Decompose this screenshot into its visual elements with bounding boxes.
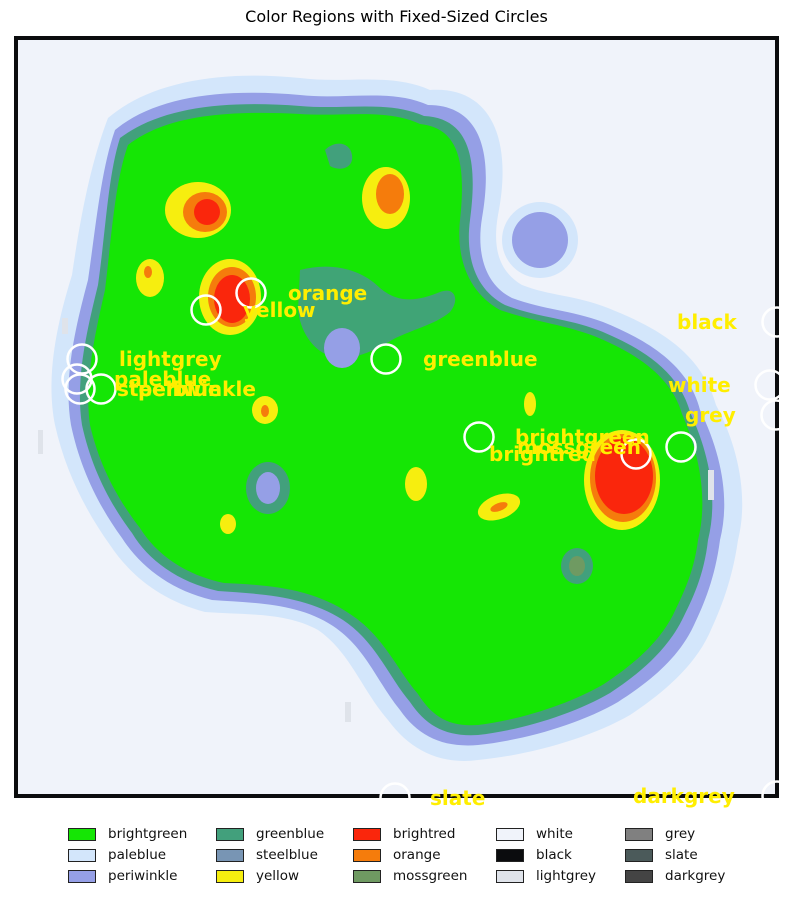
label-slate: slate [430, 786, 485, 810]
legend-item: orange [353, 847, 496, 863]
legend-swatch [68, 827, 96, 841]
marker-circle-brightred [620, 438, 652, 470]
greenblue-spot [325, 143, 353, 169]
legend-swatch [625, 827, 653, 841]
label-brightgreen: brightgreen [515, 425, 650, 449]
yellow-spot-g [405, 467, 427, 501]
legend-item: white [496, 826, 625, 842]
label-periwinkle: periwinkle [138, 377, 256, 401]
label-lightgrey: lightgrey [119, 347, 222, 371]
legend-label: greenblue [256, 826, 325, 842]
legend-label: orange [393, 847, 441, 863]
legend-label: yellow [256, 868, 300, 884]
orange-spot-c [144, 266, 152, 278]
brightred-spot-d [214, 275, 250, 323]
label-greenblue: greenblue [423, 347, 538, 371]
legend-item: yellow [216, 868, 353, 884]
label-grey: grey [685, 403, 736, 427]
legend: brightgreen greenblue brightred white gr… [68, 826, 748, 884]
legend-swatch [496, 848, 524, 862]
legend-item: lightgrey [496, 868, 625, 884]
marker-circle-grey [760, 399, 792, 431]
lightgrey-speck [345, 702, 351, 722]
yellow-spot-c [136, 259, 164, 297]
lightgrey-speck [708, 470, 714, 500]
legend-item: brightgreen [68, 826, 216, 842]
label-orange: orange [288, 281, 367, 305]
label-black: black [677, 310, 738, 334]
chart-title: Color Regions with Fixed-Sized Circles [245, 7, 548, 26]
legend-item: steelblue [216, 847, 353, 863]
legend-label: grey [665, 826, 696, 842]
legend-swatch [625, 869, 653, 883]
marker-circle-darkgrey [761, 780, 793, 812]
legend-item: grey [625, 826, 745, 842]
orange-spot-b [376, 174, 404, 214]
legend-label: mossgreen [393, 868, 468, 884]
label-yellow: yellow [243, 298, 316, 322]
yellow-spot-f [524, 392, 536, 416]
mossgreen-pool [569, 556, 585, 576]
legend-label: slate [665, 847, 698, 863]
label-mossgreen: mossgreen [517, 435, 641, 459]
marker-circle-black [761, 306, 793, 338]
lightgrey-speck [38, 430, 43, 454]
legend-swatch [496, 827, 524, 841]
marker-circle-steelblue [64, 373, 96, 405]
legend-label: darkgrey [665, 868, 726, 884]
legend-item: greenblue [216, 826, 353, 842]
label-brightred: brightred [489, 442, 596, 466]
orange-spot-e [261, 405, 269, 417]
periwinkle-lake [324, 328, 360, 368]
legend-item: mossgreen [353, 868, 496, 884]
marker-circle-orange [235, 277, 267, 309]
legend-swatch [216, 869, 244, 883]
marker-circle-yellow [190, 294, 222, 326]
legend-label: white [536, 826, 573, 842]
legend-item: periwinkle [68, 868, 216, 884]
legend-swatch [68, 869, 96, 883]
marker-circle-slate [379, 782, 411, 814]
legend-item: black [496, 847, 625, 863]
legend-swatch [216, 827, 244, 841]
legend-swatch [496, 869, 524, 883]
marker-circle-greenblue [370, 343, 402, 375]
orange-spot-h [490, 502, 508, 512]
marker-circle-mossgreen [665, 431, 697, 463]
label-darkgrey: darkgrey [633, 784, 735, 808]
legend-item: darkgrey [625, 868, 745, 884]
label-steelblue: steelblue [117, 377, 221, 401]
map-frame [14, 36, 779, 798]
legend-swatch [353, 827, 381, 841]
region-map: orange yellow lightgrey paleblue steelbl… [14, 36, 793, 814]
legend-item: slate [625, 847, 745, 863]
legend-label: brightgreen [108, 826, 188, 842]
brightred-spot-j [595, 438, 653, 514]
legend-swatch [353, 869, 381, 883]
legend-swatch [625, 848, 653, 862]
periwinkle-pocket [256, 472, 280, 504]
marker-circle-brightgreen [463, 421, 495, 453]
legend-label: periwinkle [108, 868, 178, 884]
legend-swatch [216, 848, 244, 862]
legend-label: black [536, 847, 572, 863]
brightred-spot-a [194, 199, 220, 225]
marker-circle-white [754, 369, 786, 401]
marker-circle-periwinkle [85, 373, 117, 405]
legend-label: brightred [393, 826, 456, 842]
lightgrey-speck [62, 318, 68, 334]
legend-item: paleblue [68, 847, 216, 863]
legend-label: steelblue [256, 847, 318, 863]
periwinkle-blob [512, 212, 568, 268]
legend-label: lightgrey [536, 868, 597, 884]
legend-swatch [353, 848, 381, 862]
legend-swatch [68, 848, 96, 862]
legend-label: paleblue [108, 847, 167, 863]
label-paleblue: paleblue [114, 367, 211, 391]
yellow-spot-i [220, 514, 236, 534]
legend-item: brightred [353, 826, 496, 842]
label-white: white [668, 373, 731, 397]
